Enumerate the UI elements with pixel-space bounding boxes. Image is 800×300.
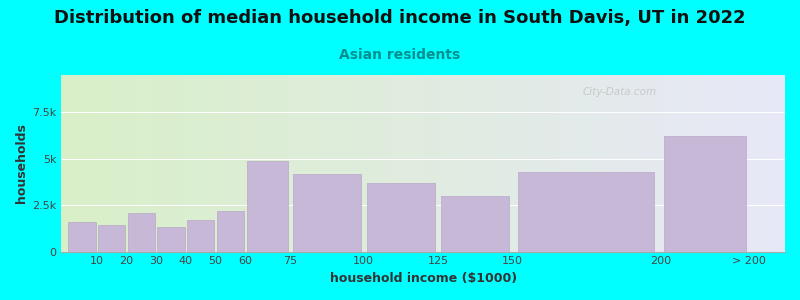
Bar	[217, 211, 244, 252]
Text: Asian residents: Asian residents	[339, 48, 461, 62]
Bar	[187, 220, 214, 252]
Text: Distribution of median household income in South Davis, UT in 2022: Distribution of median household income …	[54, 9, 746, 27]
Bar	[247, 160, 288, 252]
Text: City-Data.com: City-Data.com	[582, 87, 657, 98]
Bar	[68, 222, 96, 252]
Bar	[128, 212, 155, 252]
Bar	[293, 173, 361, 252]
Bar	[158, 227, 185, 252]
Bar	[441, 196, 509, 252]
Bar	[518, 172, 654, 252]
X-axis label: household income ($1000): household income ($1000)	[330, 272, 517, 285]
Bar	[366, 183, 435, 252]
Bar	[98, 225, 126, 252]
Bar	[664, 136, 746, 252]
Y-axis label: households: households	[15, 123, 28, 203]
